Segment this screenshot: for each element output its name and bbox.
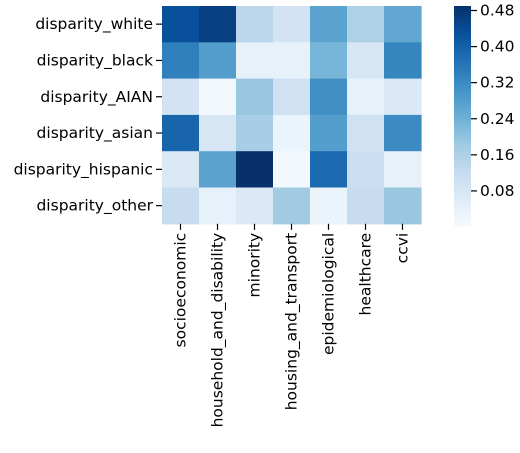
heatmap-cell [162,79,200,116]
heatmap-cell [199,42,237,79]
heatmap-cell [199,188,237,225]
y-tick-label: disparity_hispanic [14,160,153,179]
heatmap-cell [273,151,311,188]
heatmap-cell [384,6,422,43]
colorbar-tick-label: 0.16 [480,146,515,164]
heatmap-cell [384,188,422,225]
colorbar-tick-label: 0.32 [480,74,515,92]
heatmap-cell [236,42,274,79]
heatmap-cell [273,188,311,225]
x-tick-label: epidemiological [320,233,338,355]
colorbar: 0.08 0.16 0.24 0.32 0.40 0.48 [454,2,515,227]
y-axis: disparity_white disparity_black disparity_… [14,15,162,216]
y-tick-label: disparity_other [36,197,153,216]
heatmap-cell [384,79,422,116]
heatmap-cell [384,115,422,152]
x-tick-label: ccvi [394,233,412,264]
heatmap-cell [347,79,385,116]
x-tick-label: healthcare [357,233,375,316]
heatmap-cell [310,115,348,152]
heatmap-cell [310,6,348,43]
heatmap-cell [273,42,311,79]
colorbar-tick-label: 0.08 [480,182,515,200]
heatmap-cell [273,115,311,152]
heatmap-cell [162,6,200,43]
heatmap-cell [236,115,274,152]
heatmap-cell [162,188,200,225]
heatmap-cell [236,151,274,188]
heatmap-cell [310,79,348,116]
x-tick-label: minority [246,233,264,298]
heatmap-cell [236,6,274,43]
heatmap-cell [162,151,200,188]
heatmap-cell [310,188,348,225]
heatmap-cell [199,79,237,116]
colorbar-tick-label: 0.24 [480,110,515,128]
heatmap-cell [199,115,237,152]
x-axis: socioeconomic household_and_disability min… [172,224,412,428]
heatmap-cell [162,42,200,79]
heatmap-cell [347,6,385,43]
heatmap-cell [347,188,385,225]
heatmap-cell [273,79,311,116]
heatmap-cell [384,42,422,79]
x-tick-label: socioeconomic [172,233,190,348]
y-tick-label: disparity_white [35,15,153,34]
heatmap-cell [347,42,385,79]
colorbar-tick-label: 0.40 [480,38,515,56]
heatmap-cells [162,6,422,224]
y-tick-label: disparity_asian [37,124,153,143]
heatmap-cell [310,42,348,79]
heatmap-cell [199,151,237,188]
heatmap-cell [236,188,274,225]
heatmap-cell [310,151,348,188]
colorbar-gradient [454,6,471,227]
heatmap-cell [273,6,311,43]
heatmap-cell [162,115,200,152]
heatmap-cell [347,151,385,188]
x-tick-label: housing_and_transport [283,233,302,410]
heatmap-cell [347,115,385,152]
y-tick-label: disparity_AIAN [40,88,153,107]
heatmap-cell [384,151,422,188]
heatmap-cell [199,6,237,43]
heatmap-cell [236,79,274,116]
y-tick-label: disparity_black [37,51,153,70]
x-tick-label: household_and_disability [209,233,228,428]
colorbar-tick-label: 0.48 [480,2,515,20]
